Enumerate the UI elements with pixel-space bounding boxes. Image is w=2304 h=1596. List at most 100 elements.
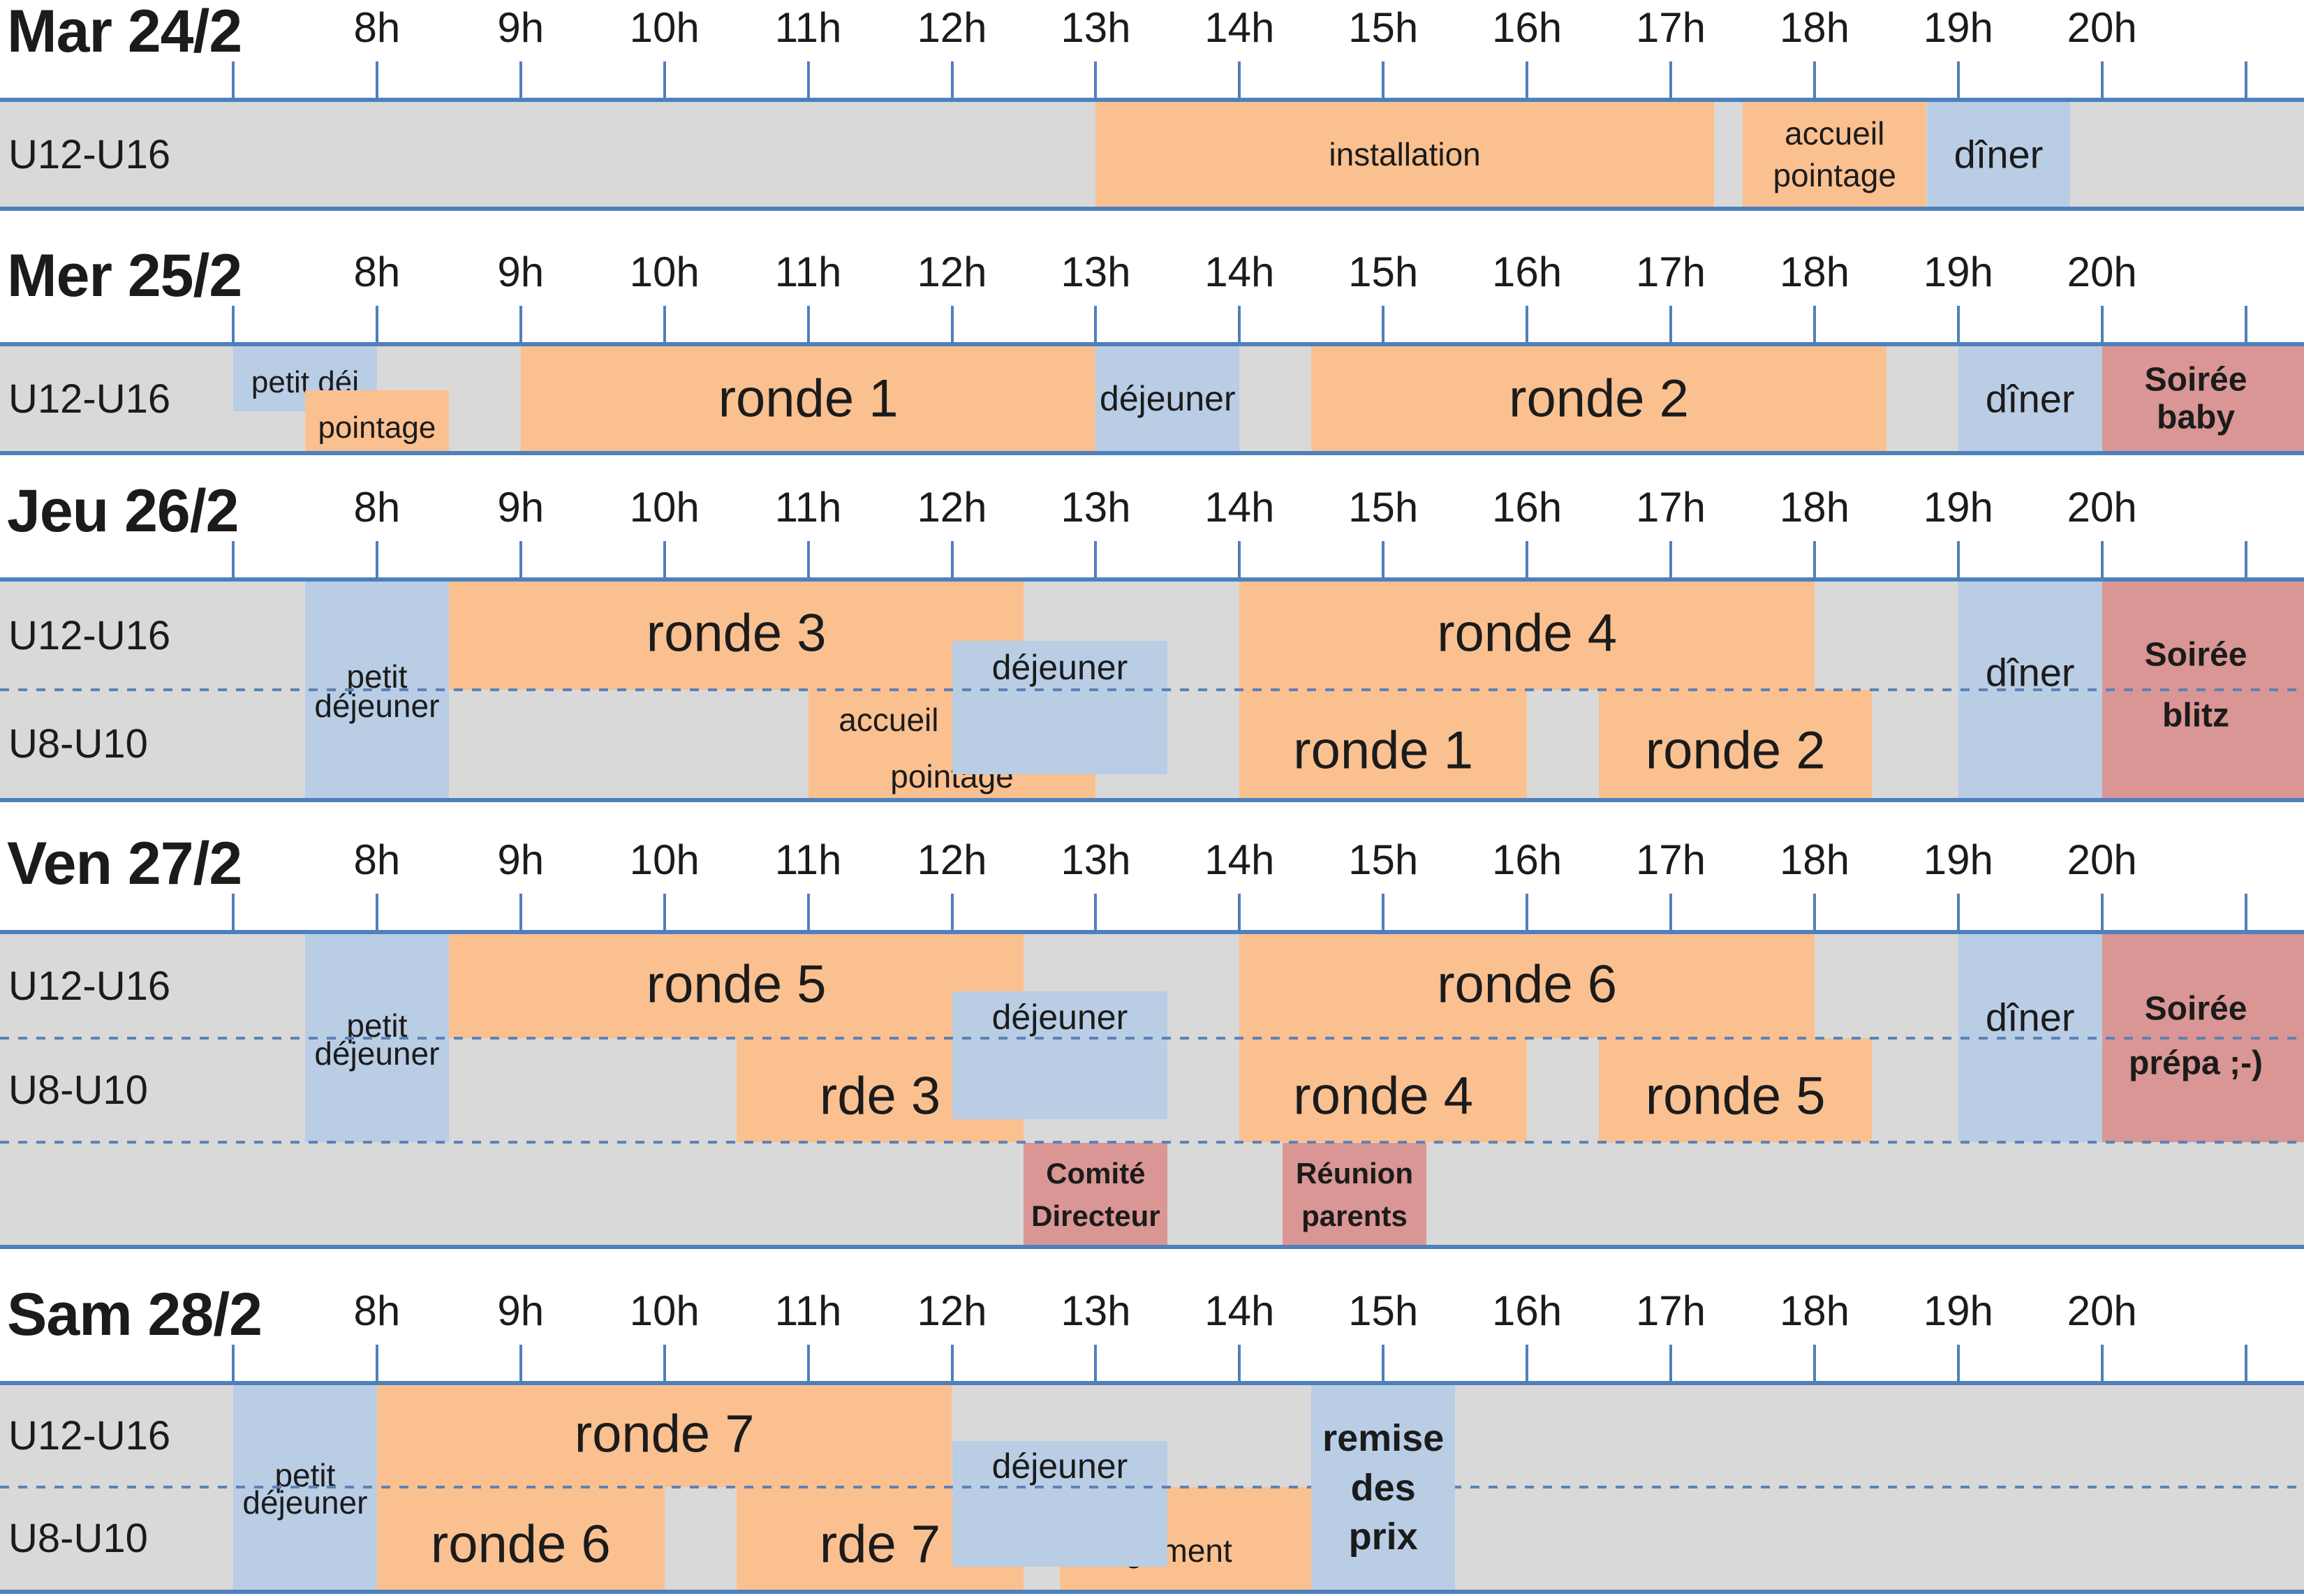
hour-tick-mark — [1526, 894, 1529, 930]
day-header: Mar 24/2 — [7, 0, 242, 65]
event-diner: dîner — [1926, 102, 2071, 207]
hour-tick-mark — [1238, 894, 1241, 930]
event-label: déjeuner — [314, 688, 440, 725]
hour-label: 16h — [1492, 1287, 1563, 1334]
hour-tick-mark — [232, 541, 235, 577]
event-reunion: Réunion parents — [1283, 1143, 1426, 1245]
hour-label: 11h — [774, 836, 842, 883]
hour-tick-mark — [232, 894, 235, 930]
hour-label: 8h — [353, 484, 401, 531]
event-label: Comité — [1046, 1156, 1146, 1190]
hour-label: 9h — [497, 1287, 545, 1334]
hour-label: 11h — [774, 249, 842, 295]
event-ronde-4: ronde 4 — [1239, 582, 1815, 690]
event-label: accueil — [1785, 115, 1885, 152]
event-label: ronde 5 — [646, 954, 827, 1014]
event-ronde-3: ronde 3 — [448, 582, 1024, 690]
hour-label: 10h — [629, 836, 700, 883]
hour-tick-mark — [2100, 894, 2104, 930]
event-pointage: pointage — [304, 390, 449, 451]
hour-tick-mark — [2244, 61, 2247, 98]
hour-label: 18h — [1779, 836, 1849, 883]
hour-label: 13h — [1061, 249, 1131, 295]
hour-tick-mark — [1094, 894, 1098, 930]
event-label: ronde 4 — [1437, 603, 1617, 663]
event-label: parents — [1301, 1199, 1408, 1233]
hour-tick-mark — [1238, 306, 1241, 342]
hour-tick-mark — [1382, 1345, 1385, 1381]
hour-label: 18h — [1779, 4, 1849, 51]
schedule-band: U12-U16 U8-U10 petit déjeuner ronde 7 ronde 6… — [0, 1381, 2304, 1594]
event-label: installation — [1329, 136, 1481, 172]
event-label: baby — [2157, 399, 2236, 436]
event-label: Directeur — [1031, 1199, 1160, 1233]
event-ronde-7: ronde 7 — [376, 1385, 952, 1487]
event-label: prix — [1348, 1515, 1418, 1558]
hour-label: 17h — [1635, 4, 1706, 51]
hour-tick-mark — [1956, 306, 1960, 342]
hour-tick-mark — [519, 541, 522, 577]
hour-tick-mark — [1526, 541, 1529, 577]
row-label: U12-U16 — [8, 131, 171, 177]
event-ronde-5: ronde 5 — [448, 934, 1024, 1039]
hour-label: 8h — [353, 4, 401, 51]
event-ronde-4: ronde 4 — [1239, 1038, 1528, 1142]
hour-tick-mark — [1812, 306, 1816, 342]
hour-label: 19h — [1923, 1287, 1993, 1334]
hour-label: 11h — [774, 4, 842, 51]
event-accueil: accueil pointage — [1742, 102, 1927, 207]
hour-tick-mark — [950, 541, 954, 577]
hour-tick-mark — [519, 894, 522, 930]
hour-label: 12h — [917, 836, 987, 883]
hour-label: 16h — [1492, 484, 1563, 531]
hour-label: 19h — [1923, 836, 1993, 883]
event-label: dîner — [1954, 132, 2044, 177]
hour-label: 19h — [1923, 484, 1993, 531]
row-dashed-separator — [0, 1037, 2304, 1040]
hour-label: 13h — [1061, 836, 1131, 883]
hour-label: 15h — [1348, 249, 1419, 295]
hour-tick-mark — [1669, 306, 1672, 342]
row-label: U12-U16 — [8, 963, 171, 1009]
hour-label: 15h — [1348, 484, 1419, 531]
hour-label: 9h — [497, 249, 545, 295]
hour-label: 12h — [917, 484, 987, 531]
hour-tick-mark — [1956, 1345, 1960, 1381]
event-label: ronde 5 — [1645, 1066, 1826, 1126]
hour-tick-mark — [2100, 61, 2104, 98]
hour-label: 9h — [497, 484, 545, 531]
event-ronde-1: ronde 1 — [520, 346, 1096, 451]
event-soiree: Soirée baby — [2102, 346, 2304, 451]
hour-tick-mark — [1669, 1345, 1672, 1381]
hour-label: 14h — [1204, 836, 1275, 883]
hour-tick-mark — [375, 306, 378, 342]
hour-tick-mark — [663, 306, 666, 342]
hour-tick-mark — [1956, 541, 1960, 577]
hour-label: 16h — [1492, 836, 1563, 883]
hour-label: 13h — [1061, 1287, 1131, 1334]
hour-tick-mark — [375, 61, 378, 98]
hour-label: 12h — [917, 249, 987, 295]
event-label: ronde 6 — [1437, 954, 1617, 1014]
hour-label: 14h — [1204, 4, 1275, 51]
hour-tick-mark — [1812, 1345, 1816, 1381]
hour-label: 12h — [917, 1287, 987, 1334]
event-remise: remise des prix — [1311, 1385, 1456, 1590]
hour-tick-mark — [2244, 894, 2247, 930]
schedule-band: U12-U16 installation accueil pointage dîner — [0, 98, 2304, 211]
hour-tick-mark — [375, 1345, 378, 1381]
event-label: dîner — [1985, 995, 2075, 1040]
event-installation: installation — [1095, 102, 1714, 207]
row-label: U8-U10 — [8, 721, 148, 767]
day-header: Mer 25/2 — [7, 242, 242, 309]
row-dashed-separator — [0, 1485, 2304, 1488]
hour-tick-mark — [232, 61, 235, 98]
hour-tick-mark — [1526, 61, 1529, 98]
event-comite: Comité Directeur — [1024, 1143, 1168, 1245]
day-header: Jeu 26/2 — [7, 477, 239, 545]
hour-label: 15h — [1348, 836, 1419, 883]
hour-tick-mark — [519, 1345, 522, 1381]
hour-label: 17h — [1635, 836, 1706, 883]
event-label: prépa ;-) — [2129, 1044, 2264, 1082]
hour-label: 9h — [497, 836, 545, 883]
